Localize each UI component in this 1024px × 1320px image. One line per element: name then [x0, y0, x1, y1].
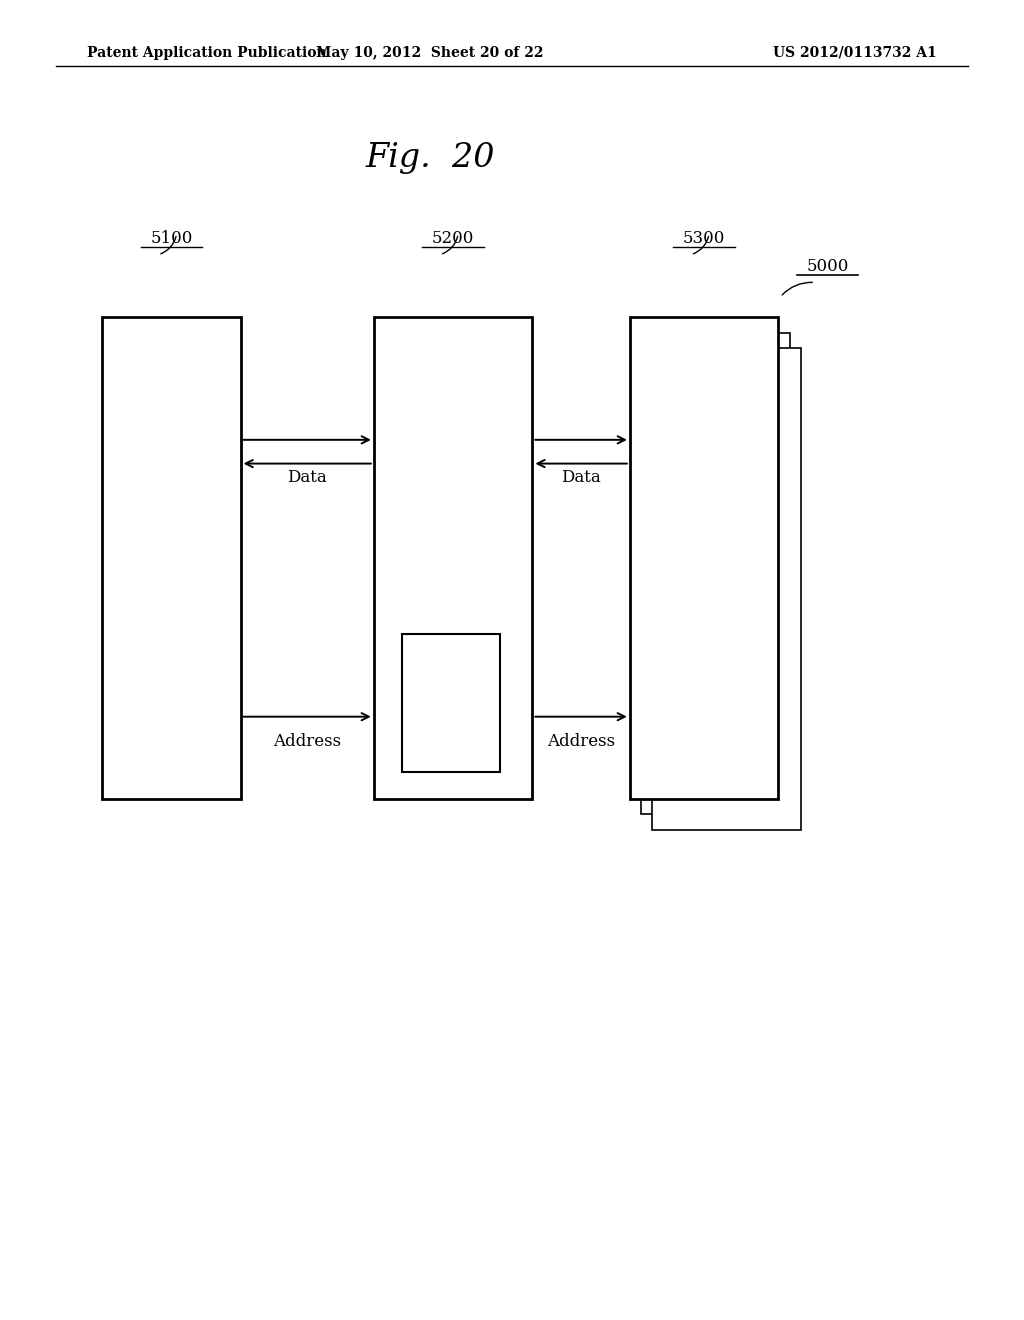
Bar	[652, 348, 801, 830]
Text: Interface: Interface	[130, 549, 213, 566]
Text: 5200: 5200	[432, 230, 474, 247]
Text: 5210: 5210	[440, 569, 482, 586]
Text: US 2012/0113732 A1: US 2012/0113732 A1	[773, 46, 937, 59]
Bar	[374, 317, 532, 799]
Text: 5100: 5100	[151, 230, 193, 247]
Text: Address: Address	[547, 733, 615, 750]
Text: Patent Application Publication: Patent Application Publication	[87, 46, 327, 59]
Text: Non-
Volatile
Memory: Non- Volatile Memory	[667, 524, 741, 591]
Text: Fig.  20: Fig. 20	[366, 143, 495, 174]
Text: 5300: 5300	[683, 230, 725, 247]
Text: Data: Data	[561, 469, 601, 486]
Text: 5000: 5000	[806, 257, 849, 275]
Text: Buffer
Memory: Buffer Memory	[416, 684, 486, 722]
Bar	[102, 317, 241, 799]
Text: Data: Data	[288, 469, 327, 486]
Bar	[402, 634, 500, 772]
Text: May 10, 2012  Sheet 20 of 22: May 10, 2012 Sheet 20 of 22	[316, 46, 544, 59]
Text: Controller: Controller	[407, 380, 500, 399]
Bar	[630, 317, 778, 799]
Text: Address: Address	[273, 733, 341, 750]
Bar	[641, 333, 790, 814]
